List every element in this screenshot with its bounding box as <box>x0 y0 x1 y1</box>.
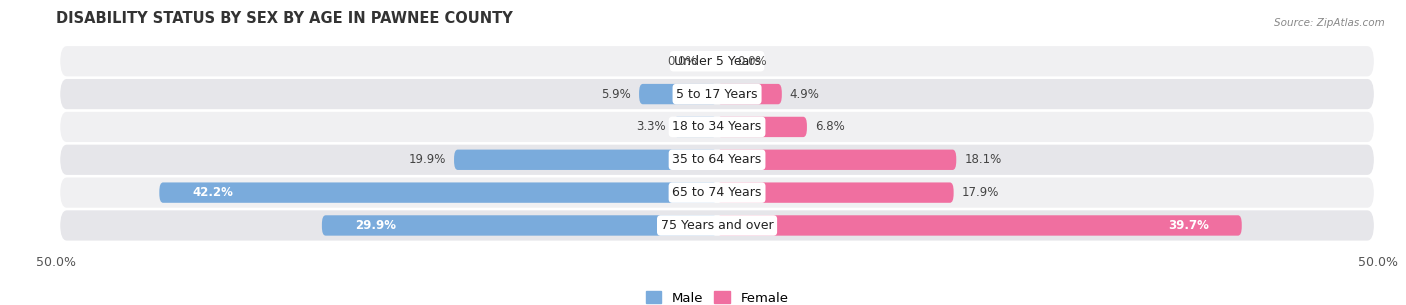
Text: 5 to 17 Years: 5 to 17 Years <box>676 88 758 101</box>
Text: 18.1%: 18.1% <box>965 153 1001 166</box>
Text: 18 to 34 Years: 18 to 34 Years <box>672 120 762 133</box>
Text: 29.9%: 29.9% <box>354 219 396 232</box>
Text: 39.7%: 39.7% <box>1168 219 1209 232</box>
Text: 0.0%: 0.0% <box>737 55 766 68</box>
FancyBboxPatch shape <box>717 149 956 170</box>
FancyBboxPatch shape <box>640 84 717 104</box>
Text: Under 5 Years: Under 5 Years <box>673 55 761 68</box>
FancyBboxPatch shape <box>717 117 807 137</box>
Text: DISABILITY STATUS BY SEX BY AGE IN PAWNEE COUNTY: DISABILITY STATUS BY SEX BY AGE IN PAWNE… <box>56 11 513 26</box>
FancyBboxPatch shape <box>60 210 1374 241</box>
Text: Source: ZipAtlas.com: Source: ZipAtlas.com <box>1274 18 1385 28</box>
FancyBboxPatch shape <box>717 215 1241 236</box>
FancyBboxPatch shape <box>60 112 1374 142</box>
Text: 6.8%: 6.8% <box>815 120 845 133</box>
Text: 35 to 64 Years: 35 to 64 Years <box>672 153 762 166</box>
Text: 42.2%: 42.2% <box>193 186 233 199</box>
FancyBboxPatch shape <box>717 182 953 203</box>
Text: 0.0%: 0.0% <box>668 55 697 68</box>
FancyBboxPatch shape <box>60 145 1374 175</box>
Text: 17.9%: 17.9% <box>962 186 998 199</box>
Legend: Male, Female: Male, Female <box>640 286 794 305</box>
FancyBboxPatch shape <box>60 46 1374 76</box>
FancyBboxPatch shape <box>60 178 1374 208</box>
Text: 3.3%: 3.3% <box>636 120 665 133</box>
FancyBboxPatch shape <box>322 215 717 236</box>
FancyBboxPatch shape <box>159 182 717 203</box>
Text: 19.9%: 19.9% <box>409 153 446 166</box>
Text: 5.9%: 5.9% <box>602 88 631 101</box>
FancyBboxPatch shape <box>717 84 782 104</box>
FancyBboxPatch shape <box>673 117 717 137</box>
FancyBboxPatch shape <box>60 79 1374 109</box>
Text: 4.9%: 4.9% <box>790 88 820 101</box>
Text: 65 to 74 Years: 65 to 74 Years <box>672 186 762 199</box>
Text: 75 Years and over: 75 Years and over <box>661 219 773 232</box>
FancyBboxPatch shape <box>454 149 717 170</box>
